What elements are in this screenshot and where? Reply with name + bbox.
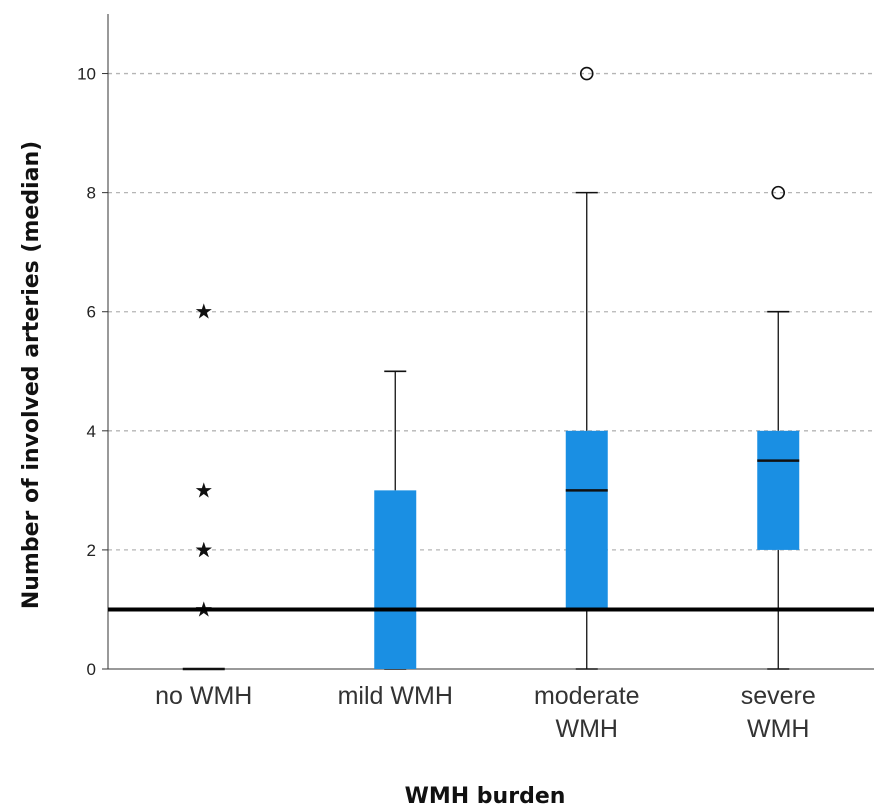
category-label: moderate WMH bbox=[534, 682, 640, 743]
y-tick-label: 6 bbox=[87, 303, 96, 322]
boxes: ★★★★★ bbox=[182, 66, 800, 671]
labels: 0 2 4 6 8 10 no WMH mild WMH moderate WMH severe WM… bbox=[77, 65, 816, 743]
y-tick-label: 2 bbox=[87, 541, 96, 560]
box bbox=[374, 490, 417, 669]
extreme-point: ★ bbox=[194, 538, 213, 562]
y-tick-label: 4 bbox=[87, 422, 96, 441]
x-axis-title: WMH burden bbox=[405, 784, 566, 809]
box bbox=[565, 430, 608, 610]
category-label-line: mild WMH bbox=[338, 682, 453, 710]
category-label-line: WMH bbox=[747, 715, 809, 743]
category-label: mild WMH bbox=[338, 682, 453, 710]
y-tick-label: 0 bbox=[87, 660, 96, 679]
category-label-line: WMH bbox=[556, 715, 618, 743]
category-label: severe WMH bbox=[741, 682, 816, 743]
extreme-point: ★ bbox=[194, 300, 213, 324]
category-label-line: no WMH bbox=[155, 682, 252, 710]
y-axis-title: Number of involved arteries (median) bbox=[19, 141, 44, 609]
category-label: no WMH bbox=[155, 682, 252, 710]
y-tick-label: 8 bbox=[87, 184, 96, 203]
box bbox=[757, 430, 800, 550]
extreme-point: ★ bbox=[194, 538, 213, 562]
category-label-line: severe bbox=[741, 682, 816, 710]
outlier-point bbox=[771, 185, 786, 200]
category-label-line: moderate bbox=[534, 682, 640, 710]
extreme-point: ★ bbox=[194, 478, 213, 502]
y-tick-label: 10 bbox=[77, 65, 96, 84]
axes bbox=[102, 14, 874, 670]
outlier-point bbox=[579, 66, 594, 81]
